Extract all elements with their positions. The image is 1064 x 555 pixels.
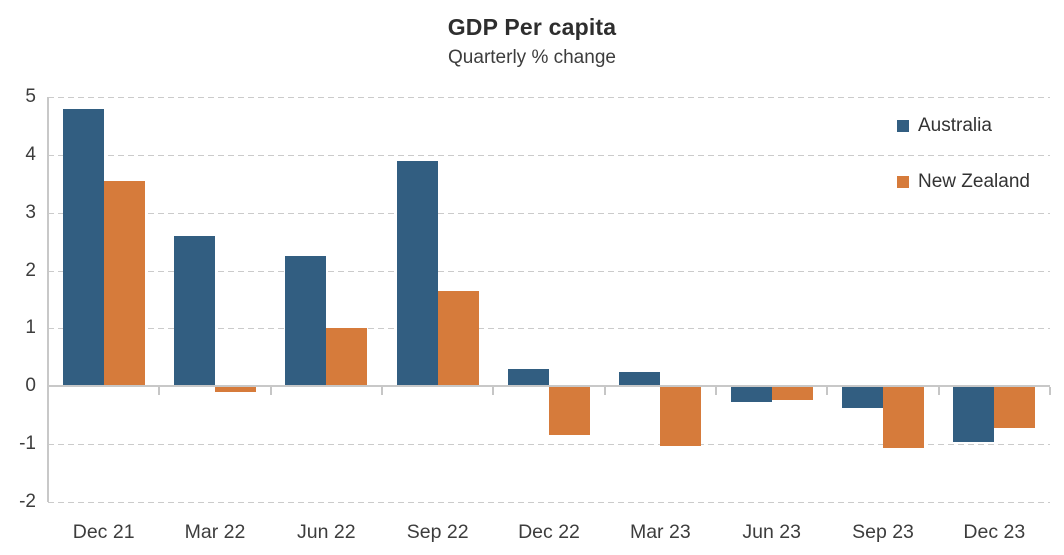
bar-australia-jun-22 (285, 256, 327, 387)
y-axis-tick-label: 2 (25, 259, 36, 281)
bar-new-zealand-jun-23 (771, 386, 813, 401)
gridline-y-5 (48, 97, 1050, 98)
gridline-y-3 (48, 212, 1050, 214)
australia-swatch-icon (897, 120, 909, 132)
y-axis-tick-label: 5 (25, 86, 36, 107)
x-axis-label-mar-23: Mar 23 (629, 521, 691, 543)
bar-new-zealand-dec-21 (103, 180, 145, 387)
x-axis-tick (715, 387, 717, 396)
chart-title: GDP Per capita (447, 14, 617, 40)
legend-label-new-zealand: New Zealand (918, 171, 1030, 192)
bar-new-zealand-dec-23 (994, 386, 1036, 428)
legend-entry-new-zealand: New Zealand (897, 171, 1030, 193)
legend-label-australia: Australia (918, 115, 992, 136)
x-axis-tick (826, 387, 829, 396)
x-axis-tick (937, 387, 940, 396)
bar-new-zealand-mar-22 (215, 386, 256, 393)
bar-australia-mar-22 (174, 235, 215, 387)
x-axis-label-dec-22: Dec 22 (518, 521, 580, 543)
bar-new-zealand-sep-23 (883, 386, 924, 449)
bar-australia-sep-22 (396, 160, 438, 387)
y-axis-tick-label: 4 (25, 143, 36, 165)
y-axis-tick-label: -2 (19, 491, 36, 512)
x-axis-label-jun-23: Jun 23 (742, 521, 801, 543)
x-axis-tick (492, 387, 495, 396)
gridline-y--2 (48, 502, 1050, 503)
x-axis-zero-line (48, 385, 1050, 388)
x-axis-tick (603, 387, 606, 396)
bar-australia-dec-22 (508, 368, 549, 387)
x-axis-label-dec-23: Dec 23 (963, 521, 1026, 543)
x-axis-label-dec-21: Dec 21 (72, 521, 135, 543)
bar-australia-dec-21 (62, 108, 104, 387)
bar-new-zealand-dec-22 (549, 386, 590, 436)
gridline-y-2 (48, 270, 1050, 272)
gridline-y-1 (48, 328, 1050, 330)
x-axis-tick (269, 387, 272, 396)
x-axis-tick (1049, 387, 1051, 396)
y-axis-tick-label: 0 (25, 375, 36, 397)
x-axis-tick (158, 387, 161, 396)
x-axis-label-sep-23: Sep 23 (852, 521, 914, 543)
x-axis-label-mar-22: Mar 22 (184, 521, 246, 543)
y-axis-tick-label: 3 (25, 201, 36, 223)
gridline-y-4 (48, 154, 1050, 156)
x-axis-label-sep-22: Sep 22 (406, 521, 469, 543)
bar-new-zealand-mar-23 (660, 386, 702, 446)
gridline-y--1 (48, 444, 1050, 446)
chart-subtitle: Quarterly % change (448, 47, 616, 68)
y-axis-line (47, 97, 49, 502)
x-axis-tick (381, 387, 383, 396)
x-axis-label-jun-22: Jun 22 (297, 521, 356, 543)
y-axis-tick-label: -1 (19, 433, 36, 455)
bar-australia-dec-23 (953, 386, 995, 443)
legend-entry-australia: Australia (897, 115, 992, 137)
y-axis-tick-label: 1 (25, 317, 36, 339)
bar-new-zealand-jun-22 (326, 328, 368, 387)
bar-new-zealand-sep-22 (437, 290, 479, 387)
bar-australia-sep-23 (842, 386, 883, 409)
bar-australia-jun-23 (730, 386, 772, 403)
new-zealand-swatch-icon (897, 176, 909, 188)
bar-australia-mar-23 (619, 371, 661, 387)
